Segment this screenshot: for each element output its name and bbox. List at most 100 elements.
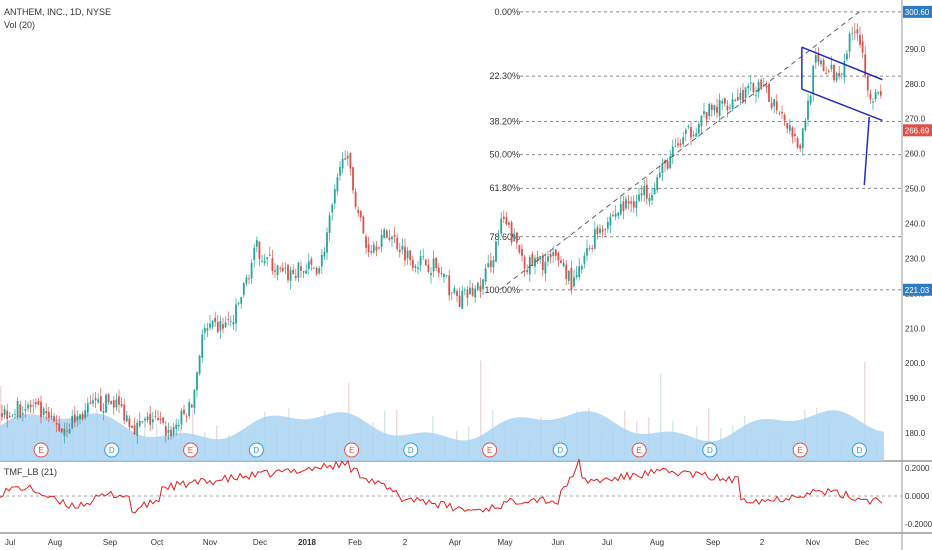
x-tick-7: Feb [348,538,362,547]
candle-body [622,201,625,212]
candle-body [157,417,159,420]
candle-body [268,255,271,256]
candle-body [627,201,630,204]
candle-body [653,188,656,195]
volume-label: Vol (20) [4,20,36,30]
candle-body [73,414,76,423]
candle-body [851,32,854,34]
candle-body [482,279,484,290]
price-tick-4: 250.0 [905,185,926,194]
candle-body [383,229,386,238]
candle-body [219,320,222,331]
candle-body [60,428,63,433]
candle-body [864,54,867,76]
candle-body [599,228,601,234]
candle-body [575,274,578,278]
candle-body [666,161,669,169]
candle-body [697,123,700,134]
candle-body [112,400,115,408]
candle-body [544,261,547,274]
candle-body [378,247,380,249]
x-tick-13: Aug [650,538,664,547]
candle-body [339,167,341,176]
x-tick-2: Sep [103,538,118,547]
price-badge-bg-1 [903,124,932,137]
event-label-1: D [109,446,115,455]
candle-body [385,230,388,238]
candle-body [32,405,35,407]
candle-body [554,249,557,256]
candle-body [323,251,326,257]
candle-body [869,93,872,100]
candle-body [115,399,118,408]
candle-body [27,404,29,409]
candle-body [388,237,391,241]
candle-body [245,277,248,284]
event-label-2: E [188,446,193,455]
x-tick-6: 2018 [298,538,316,547]
candle-body [812,65,815,95]
candle-body [183,409,185,414]
candle-body [726,105,729,111]
event-label-5: D [408,446,414,455]
candle-body [861,41,864,53]
price-tick-3: 260.0 [905,150,926,159]
candle-body [50,415,53,418]
candle-body [354,191,357,207]
candle-body [336,177,339,192]
candle-body [781,111,783,114]
candle-body [856,29,859,34]
fib-label-4: 61.80% [489,183,520,193]
candle-body [144,418,146,421]
candle-body [523,256,526,269]
candle-body [58,423,61,432]
candle-body [682,137,685,145]
candle-body [809,95,812,104]
candle-body [674,145,677,147]
candle-body [102,411,105,413]
price-badge-1: 266.69 [905,126,930,135]
candle-body [97,399,100,403]
candle-body [284,267,287,269]
candle-body [783,114,786,121]
candle-body [593,229,596,249]
candle-body [695,133,698,137]
candle-body [456,291,458,296]
candle-body [487,263,490,268]
candle-body [557,252,560,261]
candle-body [261,260,263,262]
candle-body [765,85,768,88]
candle-body [658,172,661,178]
candle-body [242,282,245,295]
volume-bar [660,373,662,461]
candle-body [307,261,310,269]
tmf-layer: 0.2000 0.0000 -0.2000 [0,458,932,529]
candle-body [583,255,586,264]
event-marker-10 [792,442,808,458]
candle-body [149,413,152,425]
candle-body [47,411,50,419]
candle-body [846,53,848,60]
candle-body [123,404,126,421]
volume-bar [708,408,710,461]
volume-bar [0,385,2,461]
candle-body [196,372,198,391]
tmf-label: TMF_LB (21) [4,467,58,477]
event-label-4: E [349,446,354,455]
candle-body [721,101,724,104]
candle-body [859,34,861,45]
candle-body [734,100,737,101]
candle-body [692,134,695,137]
candle-body [643,186,646,196]
event-label-6: E [487,446,492,455]
candle-body [131,425,133,428]
tmf-tick-1: 0.0000 [905,492,930,501]
candle-body [716,106,718,113]
candle-body [705,112,708,120]
candle-body [281,267,284,272]
candle-body [879,91,882,96]
candle-body [193,389,196,409]
candle-body [237,303,240,305]
candle-body [853,31,856,33]
